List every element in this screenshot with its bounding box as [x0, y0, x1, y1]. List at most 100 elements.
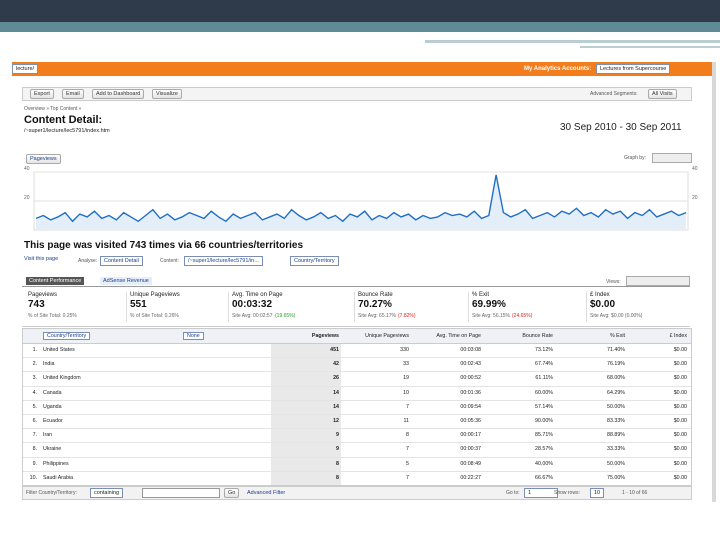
- views-label: Views:: [606, 279, 621, 285]
- row-cell: 8: [336, 460, 339, 467]
- tab[interactable]: Content Performance: [26, 277, 85, 285]
- row-divider: [23, 428, 691, 430]
- row-cell: 57.14%: [535, 403, 553, 410]
- row-cell: 42: [333, 361, 339, 368]
- row-cell: $0.00: [673, 418, 687, 424]
- row-country: Ukraine: [43, 446, 62, 453]
- column-header[interactable]: None: [183, 332, 204, 340]
- row-country: Uganda: [43, 403, 62, 410]
- row-cell: 00:00:37: [460, 446, 481, 453]
- row-number: 9.: [32, 460, 37, 467]
- row-cell: 64.29%: [607, 389, 625, 396]
- row-cell: 83.33%: [607, 418, 625, 424]
- row-cell: 66.67%: [535, 474, 553, 481]
- row-divider: [23, 357, 691, 359]
- column-header[interactable]: Unique Pageviews: [365, 333, 409, 339]
- go-button[interactable]: Go: [224, 488, 240, 498]
- toolbar-button[interactable]: Export: [30, 89, 54, 99]
- column-header[interactable]: Pageviews: [311, 333, 339, 339]
- content-label: Content:: [160, 258, 179, 264]
- path-select[interactable]: lecture/: [12, 64, 39, 74]
- row-divider: [23, 414, 691, 415]
- analyse-label: Analyse:: [78, 258, 98, 264]
- row-cell: 00:22:27: [460, 474, 481, 481]
- row-country: United States: [43, 347, 75, 353]
- analyse-select[interactable]: Content Detail: [100, 256, 143, 266]
- row-cell: 00:02:43: [460, 361, 481, 368]
- row-number: 5.: [32, 403, 37, 410]
- filter-mode[interactable]: containing: [90, 488, 124, 498]
- row-cell: 10: [403, 389, 409, 396]
- metric-name: Pageviews: [28, 292, 58, 298]
- column-header[interactable]: Country/Territory: [43, 332, 91, 340]
- column-header[interactable]: Bounce Rate: [522, 333, 553, 339]
- row-cell: 451: [330, 347, 339, 353]
- row-country: Ecuador: [43, 418, 63, 424]
- filter-input[interactable]: [142, 488, 220, 498]
- show-rows-select[interactable]: 10: [590, 488, 605, 498]
- date-range[interactable]: 30 Sep 2010 - 30 Sep 2011: [560, 122, 682, 133]
- row-cell: $0.00: [673, 361, 687, 368]
- row-cell: $0.00: [673, 432, 687, 439]
- row-cell: $0.00: [673, 375, 687, 382]
- row-cell: 00:09:54: [460, 403, 481, 410]
- column-header[interactable]: Avg. Time on Page: [436, 333, 481, 339]
- metric-strip: Pageviews 743 % of Site Total: 0.25% Unique…: [22, 290, 690, 327]
- row-cell: 85.71%: [535, 432, 553, 439]
- content-select[interactable]: /~super1/lecture/lec5791/in...: [184, 256, 263, 266]
- row-cell: 73.12%: [535, 347, 553, 353]
- y-tick-label: 40: [24, 166, 30, 172]
- tab[interactable]: AdSense Revenue: [100, 277, 152, 285]
- metric-value: 70.27%: [358, 299, 392, 310]
- row-cell: 60.00%: [535, 389, 553, 396]
- metric-note: Site Avg: 56.15%: [472, 313, 510, 319]
- visit-link[interactable]: Visit this page: [24, 256, 59, 262]
- column-header[interactable]: % Exit: [609, 333, 625, 339]
- toolbar-button[interactable]: Visualize: [152, 89, 182, 99]
- goto-label: Go to:: [506, 490, 520, 496]
- goto-input[interactable]: 1: [524, 488, 558, 498]
- metric-note: % of Site Total: 0.26%: [130, 313, 179, 319]
- metric-value: 69.99%: [472, 299, 506, 310]
- row-cell: $0.00: [673, 446, 687, 453]
- row-divider: [23, 470, 691, 472]
- row-country: India: [43, 361, 55, 368]
- row-cell: 33: [403, 361, 409, 368]
- toolbar-button[interactable]: Email: [62, 89, 84, 99]
- slide-stripe: [0, 22, 720, 32]
- page-path: /~super1/lecture/lec5791/index.htm: [24, 128, 110, 134]
- row-cell: 61.11%: [535, 375, 553, 382]
- segments-label: Advanced Segments:: [590, 91, 638, 97]
- metric-select[interactable]: Pageviews: [26, 154, 61, 164]
- metric-delta: (19.65%): [275, 313, 296, 319]
- row-range: 1 - 10 of 66: [622, 490, 648, 496]
- account-select[interactable]: Lectures from Supercourse: [596, 64, 671, 74]
- row-cell: 00:01:36: [460, 389, 481, 396]
- row-cell: 68.00%: [607, 375, 625, 382]
- row-country: United Kingdom: [43, 375, 81, 382]
- row-cell: $0.00: [673, 460, 687, 467]
- column-header[interactable]: £ Index: [669, 333, 687, 339]
- row-cell: $0.00: [673, 347, 687, 353]
- screenshot: lecture/ My Analytics Accounts: Lectures…: [12, 62, 716, 502]
- row-cell: 00:00:52: [460, 375, 481, 382]
- row-number: 1.: [32, 347, 37, 353]
- row-cell: $0.00: [673, 389, 687, 396]
- y-tick-label: 20: [692, 195, 698, 201]
- row-number: 4.: [32, 389, 37, 396]
- row-cell: 90.00%: [535, 418, 553, 424]
- metric-divider: [354, 292, 355, 322]
- graph-by-buttons[interactable]: [652, 153, 692, 163]
- slide-line: [580, 46, 720, 48]
- metric-divider: [586, 292, 587, 322]
- row-number: 7.: [32, 432, 37, 439]
- metric-value: $0.00: [590, 299, 616, 310]
- view-buttons[interactable]: [626, 276, 690, 286]
- pageviews-line: [35, 174, 687, 223]
- segments-select[interactable]: All Visits: [648, 89, 677, 99]
- toolbar-button[interactable]: Add to Dashboard: [92, 89, 145, 99]
- dimension-select[interactable]: Country/Territory: [290, 256, 339, 266]
- row-cell: 7: [406, 446, 409, 453]
- advanced-filter[interactable]: Advanced Filter: [247, 490, 286, 496]
